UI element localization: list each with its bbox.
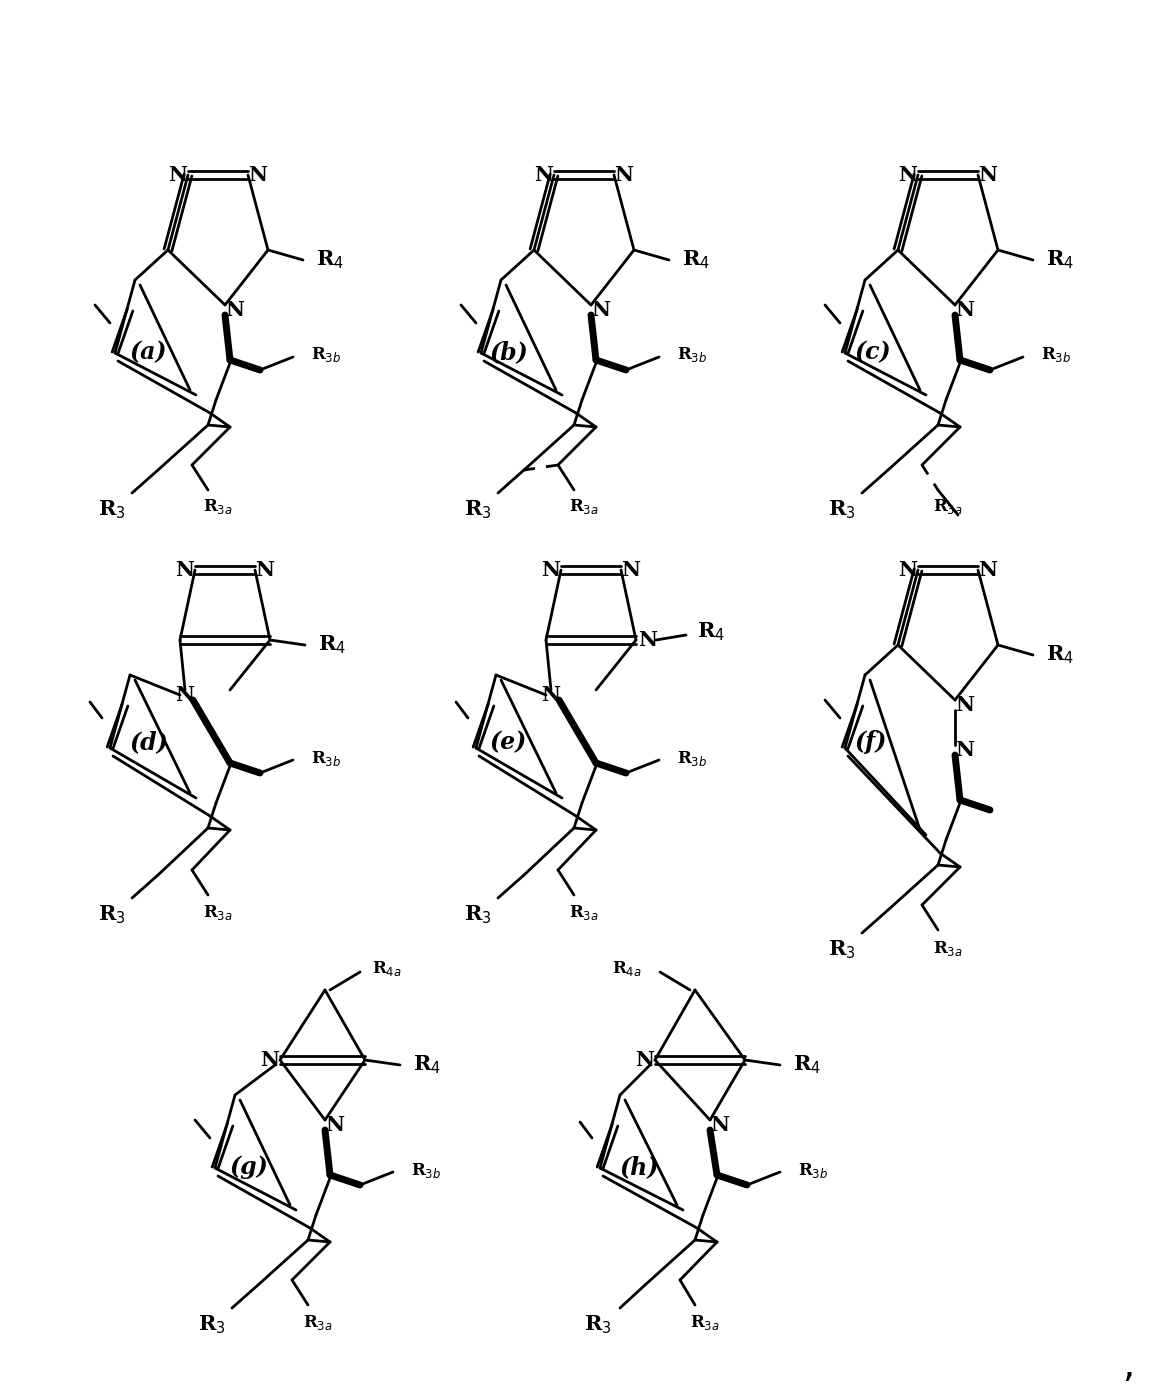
Text: R$_{3b}$: R$_{3b}$: [311, 346, 341, 364]
Text: R$_{3a}$: R$_{3a}$: [569, 497, 599, 517]
Text: R$_3$: R$_3$: [198, 1314, 226, 1336]
Text: R$_4$: R$_4$: [318, 633, 346, 656]
Text: N: N: [711, 1115, 729, 1135]
Text: R$_4$: R$_4$: [682, 249, 710, 271]
Text: R$_{3a}$: R$_{3a}$: [303, 1313, 333, 1332]
Text: R$_{3b}$: R$_{3b}$: [311, 749, 341, 768]
Text: R$_4$: R$_4$: [793, 1054, 821, 1076]
Text: N: N: [175, 560, 195, 581]
Text: N: N: [249, 165, 267, 185]
Text: R$_3$: R$_3$: [464, 499, 492, 521]
Text: N: N: [325, 1115, 344, 1135]
Text: R$_{3b}$: R$_{3b}$: [798, 1160, 828, 1179]
Text: R$_4$: R$_4$: [697, 621, 725, 643]
Text: N: N: [899, 560, 917, 581]
Text: R$_{3a}$: R$_{3a}$: [933, 497, 963, 517]
Text: (a): (a): [130, 340, 167, 364]
Text: (d): (d): [130, 731, 168, 754]
Text: R$_{3a}$: R$_{3a}$: [203, 903, 233, 921]
Text: R$_{4a}$: R$_{4a}$: [372, 958, 402, 978]
Text: R$_{3a}$: R$_{3a}$: [933, 939, 963, 957]
Text: R$_3$: R$_3$: [828, 499, 856, 521]
Text: N: N: [175, 685, 195, 706]
Text: (g): (g): [230, 1156, 268, 1179]
Text: N: N: [636, 1050, 654, 1070]
Text: N: N: [978, 560, 998, 581]
Text: R$_{3b}$: R$_{3b}$: [677, 749, 707, 768]
Text: N: N: [955, 740, 975, 760]
Text: R$_{4a}$: R$_{4a}$: [612, 958, 642, 978]
Text: N: N: [541, 685, 561, 706]
Text: (f): (f): [855, 731, 887, 754]
Text: R$_4$: R$_4$: [1046, 249, 1074, 271]
Text: N: N: [614, 165, 634, 185]
Text: R$_4$: R$_4$: [316, 249, 344, 271]
Text: R$_{3a}$: R$_{3a}$: [690, 1313, 720, 1332]
Text: R$_4$: R$_4$: [1046, 643, 1074, 667]
Text: R$_3$: R$_3$: [98, 499, 126, 521]
Text: (h): (h): [620, 1156, 659, 1179]
Text: N: N: [168, 165, 188, 185]
Text: R$_{3a}$: R$_{3a}$: [569, 903, 599, 921]
Text: (b): (b): [490, 340, 529, 364]
Text: N: N: [638, 631, 658, 650]
Text: R$_4$: R$_4$: [414, 1054, 441, 1076]
Text: R$_{3a}$: R$_{3a}$: [203, 497, 233, 517]
Text: N: N: [260, 1050, 280, 1070]
Text: N: N: [899, 165, 917, 185]
Text: R$_{3b}$: R$_{3b}$: [411, 1160, 441, 1179]
Text: R$_3$: R$_3$: [464, 904, 492, 926]
Text: N: N: [535, 165, 554, 185]
Text: ,: ,: [1122, 1346, 1134, 1383]
Text: N: N: [541, 560, 561, 581]
Text: N: N: [955, 300, 975, 319]
Text: N: N: [621, 560, 641, 581]
Text: N: N: [226, 300, 244, 319]
Text: N: N: [591, 300, 611, 319]
Text: R$_3$: R$_3$: [584, 1314, 612, 1336]
Text: (c): (c): [855, 340, 892, 364]
Text: N: N: [256, 560, 274, 581]
Text: N: N: [978, 165, 998, 185]
Text: R$_3$: R$_3$: [828, 939, 856, 961]
Text: R$_3$: R$_3$: [98, 904, 126, 926]
Text: (e): (e): [490, 731, 528, 754]
Text: R$_{3b}$: R$_{3b}$: [1041, 346, 1071, 364]
Text: R$_{3b}$: R$_{3b}$: [677, 346, 707, 364]
Text: N: N: [955, 694, 975, 715]
